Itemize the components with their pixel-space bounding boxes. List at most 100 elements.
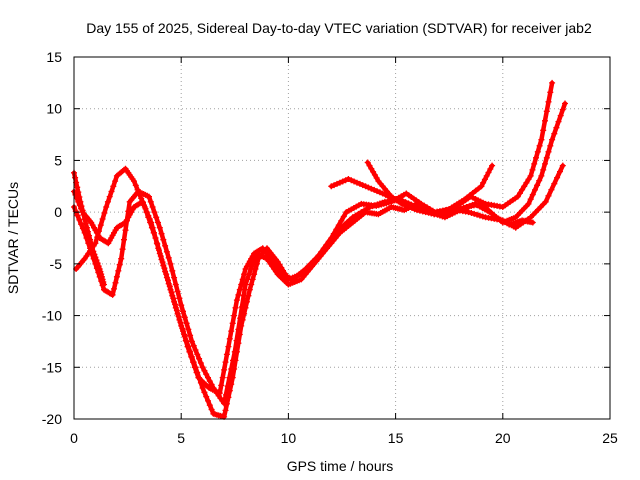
data-point-marker (555, 118, 562, 125)
data-point-marker (476, 212, 483, 219)
data-point-marker (142, 205, 149, 212)
data-point-marker (125, 208, 132, 215)
data-point-marker (219, 374, 226, 381)
data-point-marker (246, 271, 253, 278)
data-point-marker (534, 148, 541, 155)
plot-frame (73, 56, 611, 420)
data-point-marker (370, 168, 377, 175)
data-point-marker (224, 383, 231, 390)
data-point-marker (106, 193, 113, 200)
series-line (71, 80, 555, 420)
data-point-marker (82, 220, 89, 227)
data-point-marker (233, 297, 240, 304)
data-point-marker (460, 204, 467, 211)
data-point-marker (176, 295, 183, 302)
data-point-marker (115, 267, 122, 274)
data-point-marker (153, 214, 160, 221)
data-point-marker (163, 248, 170, 255)
data-point-marker (226, 335, 233, 342)
data-point-marker (534, 182, 541, 189)
data-point-marker (229, 320, 236, 327)
data-point-marker (158, 256, 165, 263)
data-point-marker (249, 260, 256, 267)
data-point-marker (562, 100, 568, 107)
data-point-marker (479, 213, 486, 220)
data-point-marker (162, 268, 169, 275)
data-point-marker (371, 186, 378, 193)
data-point-marker (183, 320, 190, 327)
data-point-marker (248, 281, 255, 288)
data-point-marker (165, 254, 172, 261)
data-point-marker (548, 186, 555, 193)
data-point-marker (147, 198, 154, 205)
data-point-marker (228, 366, 235, 372)
data-point-marker (88, 250, 95, 257)
data-point-marker (187, 332, 194, 339)
data-point-marker (146, 216, 153, 222)
data-point-marker (446, 209, 453, 216)
data-point-marker (201, 389, 208, 396)
data-point-marker (165, 280, 172, 287)
data-point-marker (425, 209, 432, 216)
y-tick-label: -15 (42, 359, 62, 375)
data-point-marker (116, 261, 123, 268)
data-point-marker (72, 174, 79, 181)
data-point-marker (468, 210, 475, 216)
data-point-marker (531, 160, 538, 167)
data-point-marker (235, 326, 242, 333)
data-point-marker (111, 285, 117, 292)
data-point-marker (521, 183, 528, 190)
data-point-marker (206, 402, 213, 409)
data-point-marker (187, 348, 194, 355)
data-point-marker (72, 191, 79, 198)
data-point-marker (339, 178, 346, 185)
data-point-marker (235, 291, 242, 298)
data-point-marker (188, 338, 195, 345)
data-point-marker (536, 142, 543, 149)
data-point-marker (331, 182, 338, 189)
data-point-marker (156, 224, 163, 231)
data-point-marker (76, 202, 83, 209)
data-point-marker (108, 188, 115, 195)
data-point-marker (543, 108, 550, 115)
chart-title: Day 155 of 2025, Sidereal Day-to-day VTE… (86, 20, 592, 36)
y-tick-label: 0 (54, 204, 62, 220)
data-point-marker (557, 112, 564, 119)
data-point-marker (487, 166, 494, 172)
data-point-marker (517, 190, 523, 197)
data-point-marker (364, 159, 371, 166)
data-point-marker (237, 315, 244, 322)
data-point-marker (251, 255, 258, 262)
data-point-marker (148, 219, 155, 226)
data-point-marker (160, 236, 167, 243)
data-point-marker (208, 406, 215, 413)
data-point-marker (203, 371, 210, 378)
data-point-marker (205, 374, 211, 381)
data-point-marker (121, 236, 127, 243)
data-point-marker (221, 400, 228, 407)
x-tick-label: 5 (177, 430, 185, 446)
data-point-marker (231, 348, 238, 355)
data-point-marker (542, 160, 548, 167)
data-point-marker (131, 178, 137, 185)
data-point-marker (162, 242, 169, 249)
data-point-marker (547, 89, 554, 96)
data-point-marker (99, 216, 106, 222)
grid-lines (74, 57, 610, 419)
data-point-marker (113, 273, 120, 280)
data-point-marker (174, 288, 181, 295)
data-point-marker (368, 185, 375, 192)
data-point-marker (223, 351, 230, 358)
y-tick-label: -10 (42, 308, 62, 324)
data-point-marker (543, 154, 550, 161)
data-point-marker (230, 357, 236, 364)
data-point-marker (194, 351, 201, 358)
data-point-marker (75, 198, 82, 205)
x-tick-label: 25 (602, 430, 618, 446)
y-tick-label: 15 (46, 49, 62, 65)
data-point-marker (422, 209, 429, 216)
data-point-marker (416, 207, 423, 214)
data-point-marker (151, 229, 157, 236)
data-point-marker (123, 217, 130, 224)
data-point-marker (538, 172, 545, 179)
